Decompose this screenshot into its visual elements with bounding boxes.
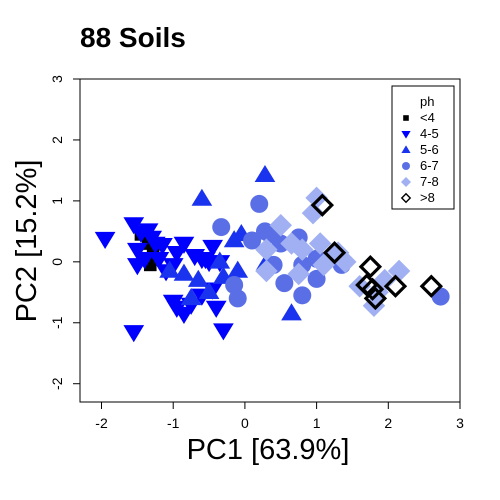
- y-tick-label: 1: [49, 197, 65, 205]
- data-point: [312, 253, 336, 277]
- data-point: [363, 286, 388, 311]
- data-point: [281, 303, 302, 321]
- data-point: [358, 255, 383, 279]
- legend-marker: [403, 115, 409, 121]
- data-point: [213, 323, 234, 341]
- legend-marker: [402, 162, 410, 170]
- legend-marker: [400, 192, 412, 204]
- legend-box: [391, 85, 455, 210]
- x-tick-label: 0: [241, 415, 249, 431]
- data-point: [255, 238, 278, 261]
- data-point: [159, 260, 180, 278]
- x-tick-label: 1: [313, 415, 321, 431]
- data-point: [322, 241, 347, 265]
- data-point: [205, 300, 227, 318]
- data-point: [152, 238, 173, 256]
- data-point: [301, 201, 325, 225]
- data-point: [255, 259, 278, 283]
- x-axis-title: PC1 [63.9%]: [187, 434, 350, 466]
- x-tick-label: 2: [384, 415, 392, 431]
- data-point: [127, 258, 148, 276]
- data-point: [243, 231, 262, 250]
- data-point: [291, 238, 314, 261]
- data-point: [431, 287, 450, 306]
- data-point: [94, 231, 116, 250]
- data-point: [198, 281, 220, 300]
- data-point: [305, 186, 328, 210]
- data-point: [250, 194, 269, 213]
- x-axis: -2 -1 0 1 2 3: [95, 402, 464, 431]
- y-tick-label: -2: [49, 377, 65, 390]
- data-point: [307, 269, 326, 288]
- data-point: [310, 193, 335, 217]
- x-tick-label: -1: [167, 415, 180, 431]
- data-point: [287, 262, 310, 286]
- legend-title: ph: [420, 94, 434, 109]
- legend-marker: [401, 145, 411, 153]
- y-tick-label: 3: [49, 75, 65, 83]
- data-point: [360, 277, 385, 301]
- legend-label: 7-8: [420, 174, 439, 189]
- data-point: [269, 214, 293, 237]
- data-point: [383, 274, 408, 298]
- data-point: [127, 242, 148, 260]
- plot-frame: [79, 78, 461, 403]
- chart-title: 88 Soils: [80, 22, 186, 53]
- data-point: [419, 274, 443, 298]
- data-point: [148, 252, 170, 270]
- data-point: [173, 236, 195, 254]
- legend-label: 4-5: [420, 126, 439, 141]
- data-point: [293, 286, 312, 305]
- data-point: [254, 164, 276, 183]
- points-layer: [94, 164, 450, 343]
- y-tick-label: 0: [49, 258, 65, 266]
- y-axis: -2 -1 0 1 2 3: [49, 75, 80, 390]
- legend: ph<44-55-66-77-8>8: [391, 85, 455, 210]
- data-point: [227, 260, 249, 278]
- data-point: [308, 232, 332, 255]
- series-6: [310, 193, 443, 311]
- data-point: [180, 288, 202, 306]
- x-tick-label: 3: [456, 415, 464, 431]
- y-axis-title: PC2 [15.2%]: [11, 160, 43, 323]
- legend-marker: [401, 177, 411, 187]
- data-point: [275, 274, 294, 293]
- data-point: [228, 289, 247, 308]
- y-tick-label: 2: [49, 136, 65, 144]
- legend-marker: [401, 131, 411, 139]
- legend-label: 6-7: [420, 158, 439, 173]
- data-point: [209, 251, 231, 269]
- legend-label: >8: [420, 190, 435, 205]
- legend-label: <4: [420, 110, 435, 125]
- data-point: [202, 239, 223, 257]
- y-tick-label: -1: [49, 316, 65, 329]
- data-point: [173, 263, 195, 281]
- data-point: [187, 269, 209, 287]
- data-point: [123, 325, 145, 343]
- data-point: [212, 218, 231, 237]
- data-point: [191, 188, 213, 206]
- legend-label: 5-6: [420, 142, 439, 157]
- series-2: [94, 217, 234, 343]
- x-tick-label: -2: [95, 415, 108, 431]
